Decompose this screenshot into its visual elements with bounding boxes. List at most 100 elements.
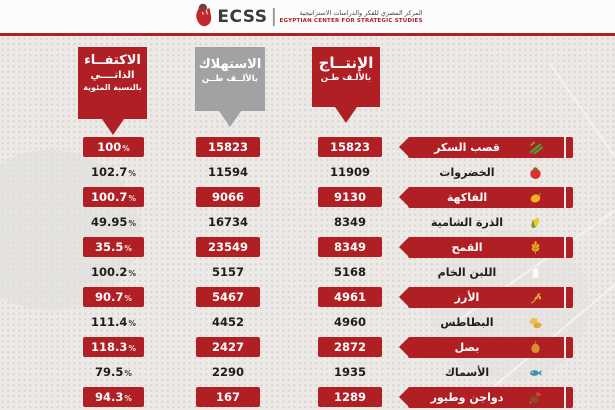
logo-wordmark: ECSS [217,6,268,27]
sugarcane-icon [528,140,543,155]
consumption-value: 2427 [196,337,260,357]
column-title: الاستهلاك [198,57,262,72]
consumption-value: 16734 [207,215,248,229]
production-value: 9130 [318,187,382,207]
category-label: البطاطس [440,316,494,329]
category-row: الأسماك [408,362,573,383]
ecss-logo-icon [192,2,212,32]
category-label: الأسماك [444,366,490,379]
category-label: الأرز [454,291,480,304]
sufficiency-value: 94.3% [83,387,144,407]
consumption-value: 23549 [196,237,260,257]
category-row: الخضروات [408,162,573,183]
category-row: الذرة الشامية [408,212,573,233]
consumption-value: 5157 [211,265,244,279]
production-value: 8349 [333,215,366,229]
onion-icon [528,340,543,355]
column-title-2: الذاتــــي [90,69,135,81]
banner-divider [564,287,566,308]
table-row: 111.4% 4452 4960 البطاطس [0,310,615,335]
consumption-column-header: الاستهلاك بالألــف طــن [195,47,265,111]
banner-arrow-icon [399,337,409,357]
category-label: قصب السكر [434,141,500,154]
category-label: الخضروات [439,166,495,179]
consumption-value: 167 [196,387,260,407]
sufficiency-value: 90.7% [83,287,144,307]
category-label: القمح [451,241,483,254]
sufficiency-value: 49.95% [91,215,136,229]
table-row: 118.3% 2427 2872 بصل [0,335,615,360]
banner-arrow-icon [399,237,409,257]
category-label: الذرة الشامية [430,216,504,229]
banner-arrow-icon [399,137,409,157]
column-title: الإنتــاج [318,54,374,72]
header-bar: ECSS المركز المصري للفكر والدراسات الاست… [0,0,615,33]
sufficiency-value: 100% [83,137,144,157]
table-row: 35.5% 23549 8349 القمح [0,235,615,260]
production-column-header: الإنتــاج بالألـف طـن [312,47,380,107]
sufficiency-value: 35.5% [83,237,144,257]
rice-icon [528,290,543,305]
sufficiency-value: 111.4% [91,315,136,329]
banner-divider [564,237,566,258]
table-row: 49.95% 16734 8349 الذرة الشامية [0,210,615,235]
column-unit: بالألـف طـن [320,73,372,84]
production-value: 2872 [318,337,382,357]
fish-icon [528,365,543,380]
header-accent-line [0,33,615,36]
table-row: 79.5% 2290 1935 الأسماك [0,360,615,385]
logo-divider [272,7,275,26]
production-value: 4960 [333,315,366,329]
banner-divider [564,137,566,158]
background-map-shape [0,150,140,310]
table-row: 94.3% 167 1289 دواجن وطيور [0,385,615,410]
sufficiency-value: 100.7% [83,187,144,207]
column-title: الاكتفــاء [84,53,141,68]
ecss-logo: ECSS المركز المصري للفكر والدراسات الاست… [192,2,423,32]
banner-divider [564,387,566,408]
banner-arrow-icon [399,187,409,207]
category-row: البطاطس [408,312,573,333]
table-row: 100.7% 9066 9130 الفاكهة [0,185,615,210]
category-label: بصل [454,341,480,354]
production-value: 5168 [333,265,366,279]
milk-icon [528,265,543,280]
production-value: 15823 [318,137,382,157]
table-row: 102.7% 11594 11909 الخضروات [0,160,615,185]
table-row: 100% 15823 15823 قصب السكر [0,135,615,160]
category-banner: بصل [399,337,573,358]
consumption-value: 11594 [207,165,248,179]
org-name-arabic: المركز المصري للفكر والدراسات الاستراتيج… [299,9,423,17]
consumption-value: 9066 [196,187,260,207]
category-banner: دواجن وطيور [399,387,573,408]
category-label: اللبن الخام [437,266,497,279]
category-banner: الأرز [399,287,573,308]
sufficiency-value: 102.7% [91,165,136,179]
category-label: الفاكهة [446,191,488,204]
column-unit: بالنسبة المئوية [83,82,142,92]
wheat-icon [528,240,543,255]
chicken-icon [528,390,543,405]
table-row: 90.7% 5467 4961 الأرز [0,285,615,310]
self-sufficiency-column-header: الاكتفــاء الذاتــــي بالنسبة المئوية [78,47,147,119]
production-value: 8349 [318,237,382,257]
column-unit: بالألــف طــن [201,73,259,84]
category-banner: قصب السكر [399,137,573,158]
banner-arrow-icon [399,287,409,307]
category-banner: القمح [399,237,573,258]
sufficiency-value: 79.5% [95,365,132,379]
production-value: 1935 [333,365,366,379]
consumption-value: 2290 [211,365,244,379]
sufficiency-value: 100.2% [91,265,136,279]
consumption-value: 4452 [211,315,244,329]
banner-divider [564,187,566,208]
consumption-value: 5467 [196,287,260,307]
category-banner: الفاكهة [399,187,573,208]
production-value: 1289 [318,387,382,407]
potato-icon [528,315,543,330]
consumption-value: 15823 [196,137,260,157]
tomato-icon [528,165,543,180]
category-label: دواجن وطيور [430,391,504,404]
table-row: 100.2% 5157 5168 اللبن الخام [0,260,615,285]
